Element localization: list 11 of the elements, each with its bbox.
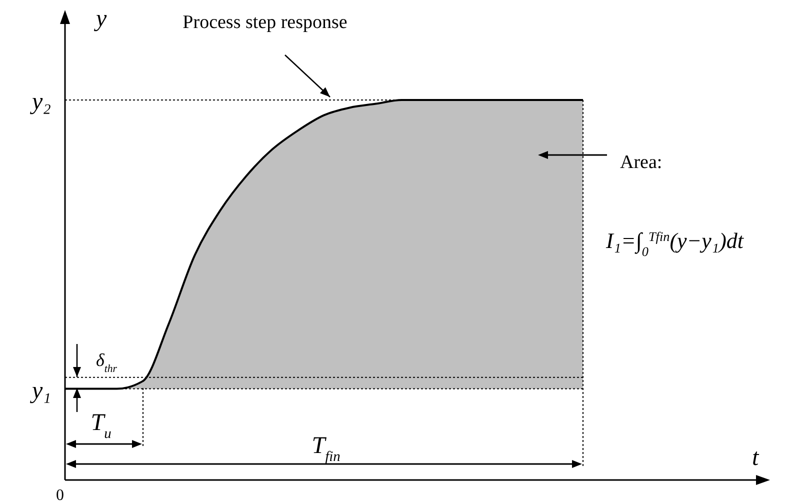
annotation: T$_{u}$ xyxy=(90,410,112,442)
annotation: δ$_{thr}$ xyxy=(96,350,118,375)
ref-line-label: y₁ xyxy=(30,378,51,404)
text: I₁=∫$_{0}$$^{Tfin}$(y−y₁)dt xyxy=(605,228,744,258)
text: 0 xyxy=(56,487,64,502)
text: t xyxy=(752,445,760,471)
text: Area: xyxy=(620,152,662,173)
y-axis-title: y xyxy=(94,6,107,32)
text: Process step response xyxy=(182,12,348,33)
ref-line-label: y₂ xyxy=(30,89,51,115)
annotation: T$_{fin}$ xyxy=(312,433,340,465)
